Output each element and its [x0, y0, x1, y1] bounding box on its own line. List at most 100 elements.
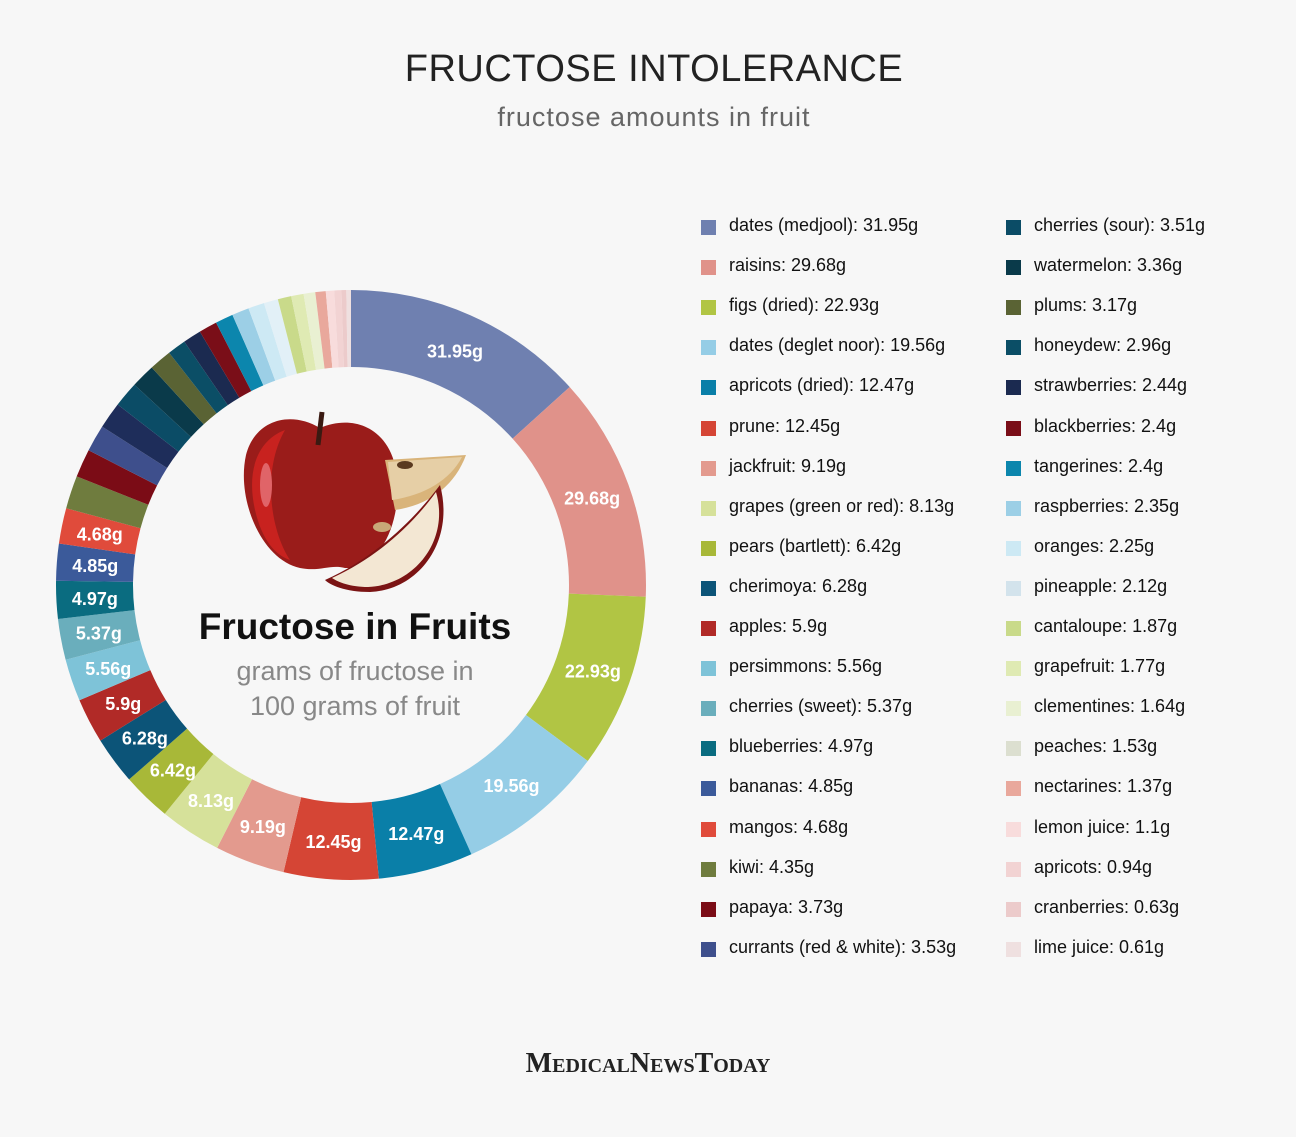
slice-watermelon: [117, 384, 191, 452]
legend-swatch: [1006, 540, 1021, 556]
legend-swatch: [1006, 781, 1021, 797]
legend-label: persimmons: 5.56g: [729, 656, 883, 677]
slice-apricots-dried-: [371, 784, 472, 879]
legend-swatch: [701, 741, 716, 757]
legend-swatch: [1006, 300, 1021, 316]
slice-clementines: [291, 293, 316, 372]
legend-label: raisins: 29.68g: [729, 255, 847, 276]
legend-label: apricots (dried): 12.47g: [729, 375, 915, 396]
legend-swatch: [1006, 701, 1021, 717]
legend-swatch: [1006, 861, 1021, 877]
legend-label: cherimoya: 6.28g: [729, 575, 868, 596]
slice-label: 4.85g: [72, 556, 118, 576]
legend-label: nectarines: 1.37g: [1034, 776, 1173, 797]
slice-peaches: [303, 292, 325, 370]
legend-label: blueberries: 4.97g: [729, 736, 874, 757]
legend-label: grapes (green or red): 8.13g: [729, 495, 955, 516]
legend-swatch: [1006, 941, 1021, 957]
slice-label: 9.19g: [240, 817, 286, 837]
legend-swatch: [701, 580, 716, 596]
page-title: FRUCTOSE INTOLERANCE: [404, 48, 904, 90]
legend-swatch: [1006, 340, 1021, 356]
slice-persimmons: [65, 640, 151, 701]
legend-swatch: [1006, 420, 1021, 436]
slice-strawberries: [169, 341, 228, 414]
page-subtitle: fructose amounts in fruit: [497, 102, 811, 132]
slice-cherries-sweet-: [57, 610, 141, 660]
legend-swatch: [1006, 220, 1021, 235]
slice-label: 5.37g: [76, 623, 122, 643]
legend-swatch: [701, 941, 716, 957]
slice-label: 6.28g: [122, 729, 168, 749]
logo: MedicalNewsToday: [525, 1048, 771, 1079]
slice-raspberries: [216, 314, 264, 392]
legend-swatch: [701, 340, 716, 356]
legend-label: pears (bartlett): 6.42g: [729, 535, 902, 556]
slice-lime-juice: [346, 290, 351, 368]
slice-blackberries: [184, 331, 240, 406]
slice-grapes-green-or-red-: [164, 754, 253, 848]
legend-label: plums: 3.17g: [1034, 295, 1138, 316]
slice-label: 31.95g: [427, 342, 483, 362]
slice-label: 12.47g: [388, 824, 444, 844]
legend-label: watermelon: 3.36g: [1034, 255, 1183, 276]
legend-label: clementines: 1.64g: [1034, 696, 1186, 717]
legend-label: cranberries: 0.63g: [1034, 896, 1180, 917]
legend-label: tangerines: 2.4g: [1034, 455, 1164, 476]
slice-label: 5.9g: [105, 694, 141, 714]
slice-cherries-sour-: [102, 404, 179, 468]
legend-label: bananas: 4.85g: [729, 776, 854, 797]
legend-swatch: [701, 821, 716, 837]
slice-label: 19.56g: [483, 776, 539, 796]
slice-label: 12.45g: [306, 832, 362, 852]
slice-dates-medjool-: [351, 290, 570, 439]
legend-swatch: [701, 701, 716, 717]
donut-chart: 31.95g 29.68g 22.93g 19.56g 12.47g 12.45g 9.19…: [56, 290, 646, 881]
legend-swatch: [701, 260, 716, 276]
legend-swatch: [701, 781, 716, 797]
legend-label: blackberries: 2.4g: [1034, 415, 1177, 436]
legend-swatch: [701, 420, 716, 436]
slice-blueberries: [56, 580, 135, 620]
legend-swatch: [701, 380, 716, 396]
slice-pears-bartlett-: [129, 728, 214, 814]
legend-swatch: [701, 661, 716, 677]
slice-label: 29.68g: [564, 489, 620, 509]
legend-label: kiwi: 4.35g: [729, 856, 815, 877]
legend-swatch: [1006, 901, 1021, 917]
legend-label: cantaloupe: 1.87g: [1034, 616, 1178, 636]
legend-swatch: [1006, 741, 1021, 757]
slice-tangerines: [199, 322, 252, 398]
legend-swatch: [701, 540, 716, 556]
legend-swatch: [1006, 380, 1021, 396]
legend-label: apples: 5.9g: [729, 616, 828, 636]
legend-label: currants (red & white): 3.53g: [729, 936, 957, 957]
slice-apricots: [334, 290, 344, 368]
legend-swatch: [701, 220, 716, 235]
legend-label: peaches: 1.53g: [1034, 736, 1158, 757]
apple-illustration: [243, 411, 466, 592]
slice-jackfruit: [217, 779, 302, 873]
legend-swatch: [1006, 500, 1021, 516]
legend-swatch: [1006, 460, 1021, 476]
legend-swatch: [701, 861, 716, 877]
slice-papaya: [76, 450, 158, 505]
legend-label: jackfruit: 9.19g: [729, 455, 847, 476]
slice-dates-deglet-noor-: [439, 715, 588, 855]
slice-plums: [134, 367, 204, 437]
slice-apples: [79, 670, 166, 741]
legend-label: cherries (sour): 3.51g: [1034, 215, 1206, 235]
legend-label: pineapple: 2.12g: [1034, 575, 1168, 596]
legend-label: raspberries: 2.35g: [1034, 495, 1180, 516]
slice-label: 6.42g: [150, 761, 196, 781]
legend-swatch: [701, 621, 716, 636]
legend-label: apricots: 0.94g: [1034, 856, 1153, 877]
slice-label: 22.93g: [565, 661, 621, 681]
slice-kiwi: [66, 476, 149, 529]
legend-label: dates (deglet noor): 19.56g: [729, 335, 946, 356]
slice-bananas: [56, 543, 136, 582]
legend-swatch: [1006, 621, 1021, 636]
slice-cranberries: [341, 290, 348, 368]
legend-label: oranges: 2.25g: [1034, 535, 1155, 556]
